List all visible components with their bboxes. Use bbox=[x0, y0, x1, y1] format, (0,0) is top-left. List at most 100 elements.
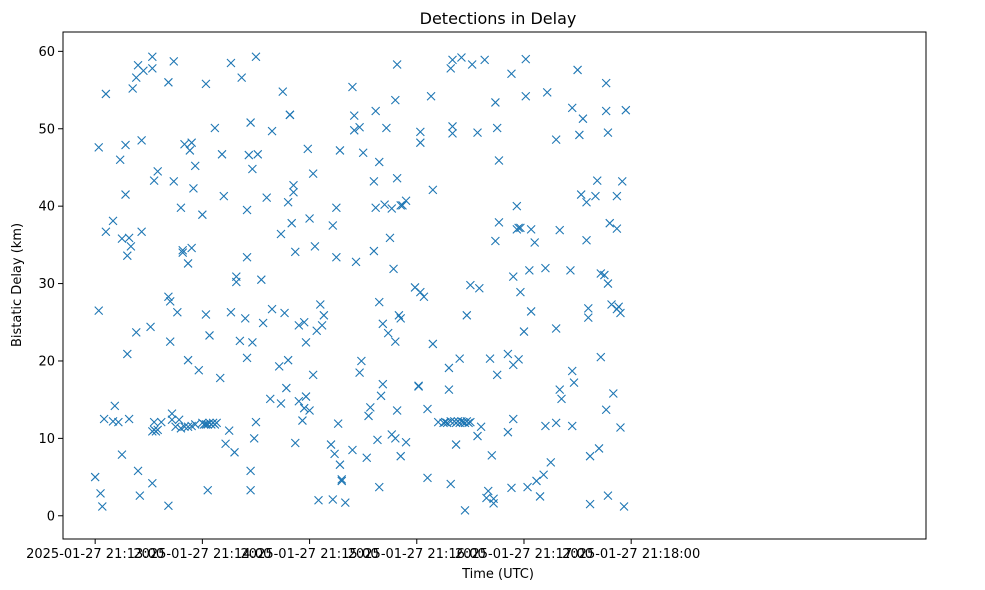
data-point bbox=[374, 157, 384, 167]
data-point bbox=[619, 502, 629, 511]
data-point bbox=[248, 338, 257, 347]
data-point bbox=[546, 457, 556, 467]
data-point bbox=[246, 485, 255, 495]
data-point bbox=[446, 416, 456, 426]
data-point bbox=[473, 128, 482, 138]
data-point bbox=[492, 370, 502, 380]
x-tick-label: 2025-01-27 21:13:00 bbox=[26, 547, 164, 562]
data-point bbox=[392, 60, 402, 69]
data-point bbox=[362, 453, 372, 463]
data-point bbox=[542, 87, 552, 97]
data-point bbox=[348, 445, 357, 455]
data-point bbox=[178, 248, 188, 257]
data-point bbox=[101, 227, 111, 237]
data-point bbox=[194, 365, 204, 375]
data-point bbox=[164, 77, 173, 87]
data-point bbox=[135, 491, 145, 501]
data-point bbox=[156, 417, 166, 427]
data-point bbox=[474, 283, 484, 293]
data-point bbox=[153, 166, 163, 176]
data-point bbox=[253, 149, 263, 159]
data-point bbox=[289, 187, 298, 197]
data-point bbox=[519, 327, 529, 336]
data-point bbox=[621, 105, 631, 115]
data-point bbox=[169, 177, 179, 186]
y-tick-label: 20 bbox=[38, 354, 55, 369]
data-point bbox=[473, 431, 482, 441]
data-point bbox=[378, 319, 388, 329]
data-point bbox=[603, 279, 613, 288]
data-point bbox=[248, 164, 257, 174]
data-point bbox=[455, 354, 465, 364]
data-point bbox=[569, 378, 579, 388]
y-tick-label: 30 bbox=[38, 277, 55, 292]
data-point bbox=[516, 223, 525, 233]
data-point bbox=[201, 79, 211, 89]
data-point bbox=[382, 123, 391, 133]
data-point bbox=[578, 114, 588, 124]
data-point bbox=[308, 370, 318, 380]
data-point bbox=[280, 308, 289, 318]
data-point bbox=[328, 495, 338, 504]
data-point bbox=[137, 135, 147, 145]
data-point bbox=[203, 485, 213, 495]
data-point bbox=[494, 218, 504, 227]
data-point bbox=[315, 300, 325, 309]
y-axis: 0 10 20 30 40 50 60 bbox=[38, 45, 63, 524]
data-point bbox=[231, 272, 241, 281]
data-point bbox=[97, 502, 107, 511]
data-point bbox=[582, 235, 591, 245]
data-point bbox=[133, 466, 143, 476]
data-point bbox=[183, 422, 193, 432]
data-point bbox=[608, 389, 618, 398]
data-point bbox=[349, 111, 359, 120]
data-point bbox=[180, 422, 189, 432]
data-point bbox=[235, 336, 245, 346]
data-point bbox=[541, 263, 550, 273]
data-point bbox=[153, 425, 163, 435]
data-point bbox=[146, 322, 155, 332]
data-point bbox=[240, 314, 250, 323]
data-point bbox=[448, 129, 457, 138]
data-point bbox=[215, 373, 225, 383]
data-point bbox=[507, 483, 516, 493]
data-point bbox=[326, 440, 336, 449]
data-point bbox=[246, 466, 255, 476]
data-point bbox=[242, 353, 252, 363]
x-tick-label: 2025-01-27 21:18:00 bbox=[562, 547, 700, 562]
data-point bbox=[190, 161, 200, 171]
data-point bbox=[492, 123, 502, 133]
data-point bbox=[446, 63, 456, 73]
data-point bbox=[601, 405, 611, 415]
data-point bbox=[389, 264, 398, 274]
data-point bbox=[115, 155, 125, 165]
data-point bbox=[237, 73, 247, 83]
data-point bbox=[197, 210, 207, 220]
data-point bbox=[319, 310, 329, 320]
data-point bbox=[415, 138, 425, 148]
data-point bbox=[167, 409, 177, 418]
data-point bbox=[480, 55, 490, 65]
data-point bbox=[126, 242, 136, 251]
plot-frame bbox=[62, 31, 927, 540]
data-point bbox=[494, 156, 504, 165]
data-point bbox=[465, 280, 475, 290]
data-point bbox=[535, 492, 545, 501]
data-point bbox=[585, 499, 595, 509]
data-point bbox=[512, 201, 522, 211]
data-point bbox=[169, 57, 179, 66]
data-point bbox=[94, 142, 104, 152]
data-point bbox=[348, 82, 357, 92]
data-point bbox=[491, 98, 500, 107]
data-point bbox=[178, 245, 188, 255]
data-point bbox=[415, 127, 425, 137]
data-point bbox=[190, 420, 200, 429]
data-point bbox=[387, 204, 397, 213]
data-point bbox=[612, 224, 622, 233]
data-point bbox=[110, 401, 120, 411]
data-point bbox=[230, 447, 239, 457]
data-point bbox=[373, 435, 382, 445]
data-point bbox=[199, 420, 209, 429]
data-point bbox=[121, 140, 130, 150]
